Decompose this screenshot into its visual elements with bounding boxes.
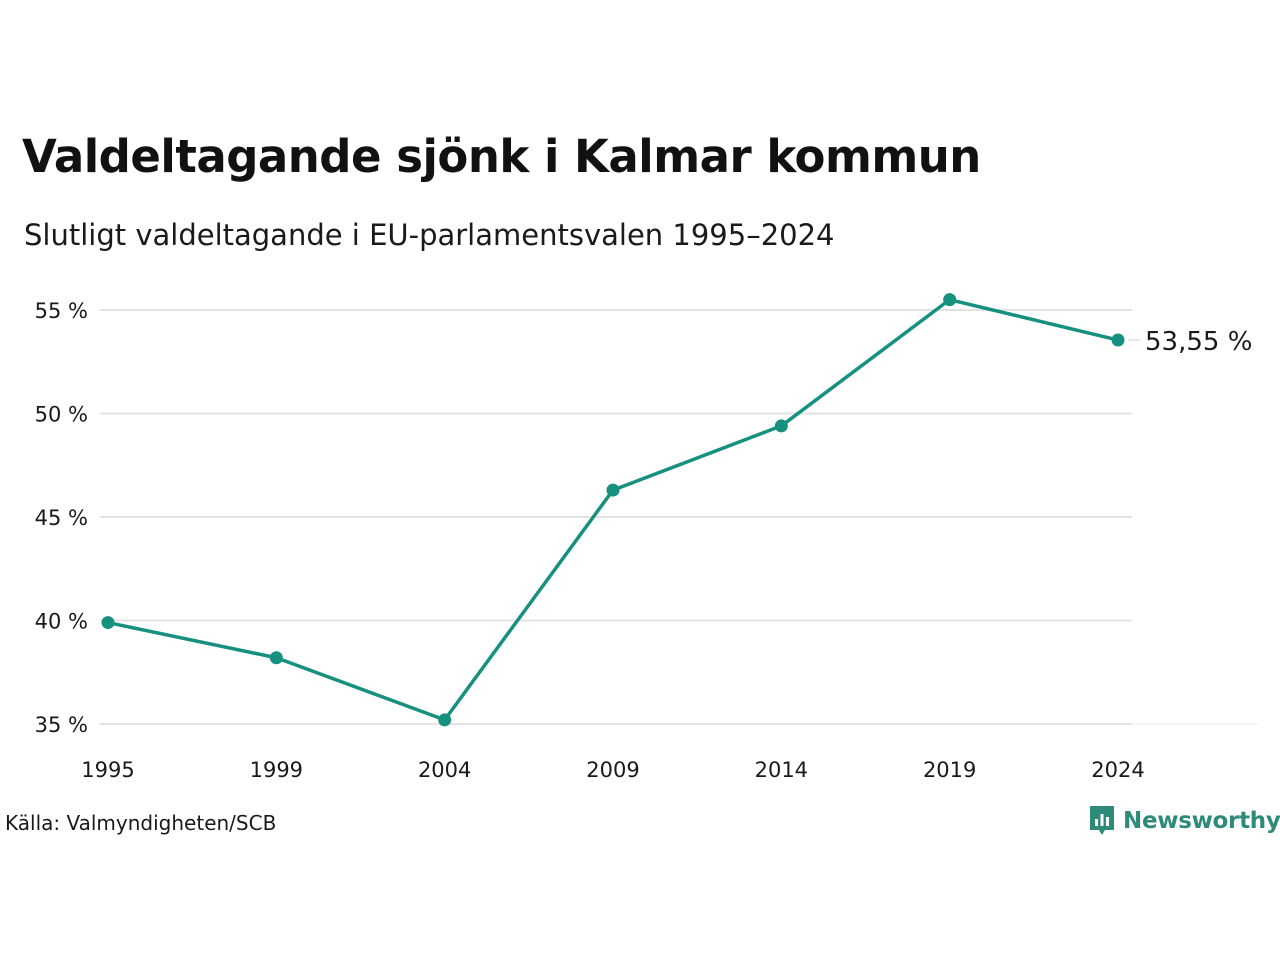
data-point (1111, 333, 1125, 347)
y-tick-label: 55 % (35, 299, 88, 323)
chart-subtitle: Slutligt valdeltagande i EU-parlamentsva… (24, 218, 835, 252)
end-value-label: 53,55 % (1145, 327, 1252, 357)
x-tick-label: 2009 (586, 758, 639, 782)
y-tick-label: 35 % (35, 713, 88, 737)
y-tick-label: 45 % (35, 506, 88, 530)
x-tick-label: 2014 (755, 758, 808, 782)
y-tick-label: 50 % (35, 403, 88, 427)
data-point (438, 713, 452, 727)
x-tick-label: 2019 (923, 758, 976, 782)
brand-name: Newsworthy (1123, 808, 1280, 834)
y-tick-label: 40 % (35, 610, 88, 634)
x-tick-label: 2004 (418, 758, 471, 782)
series-line (106, 297, 1120, 722)
x-tick-label: 1999 (250, 758, 303, 782)
data-point (269, 651, 283, 665)
data-point (606, 483, 620, 497)
data-points (101, 293, 1125, 727)
data-point (774, 419, 788, 433)
x-tick-label: 1995 (81, 758, 134, 782)
source-note: Källa: Valmyndigheten/SCB (5, 811, 277, 835)
data-point (943, 293, 957, 307)
y-axis-ticks: 35 % 40 % 45 % 50 % 55 % (35, 299, 88, 737)
brand-logo: Newsworthy (1088, 804, 1280, 838)
newsworthy-logo-icon (1090, 806, 1114, 835)
chart-title: Valdeltagande sjönk i Kalmar kommun (22, 130, 981, 183)
end-label-group: 53,55 % (1128, 327, 1252, 357)
gridlines (100, 309, 1258, 725)
data-point (101, 616, 115, 630)
x-tick-label: 2024 (1091, 758, 1144, 782)
x-axis-ticks: 1995 1999 2004 2009 2014 2019 2024 (81, 758, 1144, 782)
series-line-group (106, 297, 1120, 722)
